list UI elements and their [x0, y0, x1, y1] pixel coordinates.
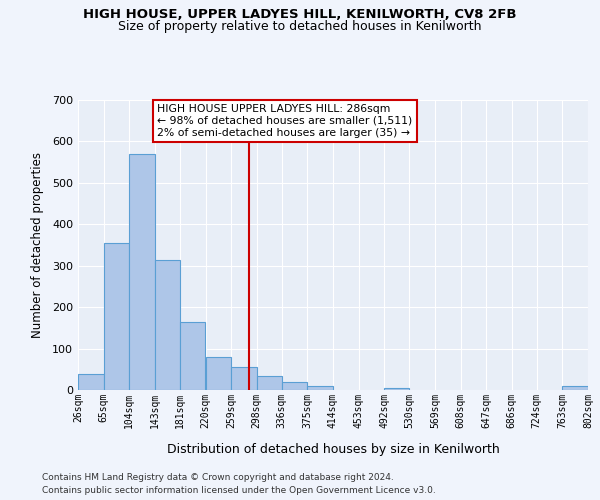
Bar	[155, 260, 180, 390]
Bar	[129, 154, 155, 390]
Bar	[257, 376, 282, 390]
Bar	[231, 367, 257, 390]
Bar	[282, 382, 307, 390]
Text: Contains public sector information licensed under the Open Government Licence v3: Contains public sector information licen…	[42, 486, 436, 495]
Text: Size of property relative to detached houses in Kenilworth: Size of property relative to detached ho…	[118, 20, 482, 33]
Bar	[562, 386, 588, 390]
Text: Distribution of detached houses by size in Kenilworth: Distribution of detached houses by size …	[167, 442, 499, 456]
Bar	[104, 243, 129, 390]
Text: HIGH HOUSE, UPPER LADYES HILL, KENILWORTH, CV8 2FB: HIGH HOUSE, UPPER LADYES HILL, KENILWORT…	[83, 8, 517, 20]
Text: HIGH HOUSE UPPER LADYES HILL: 286sqm
← 98% of detached houses are smaller (1,511: HIGH HOUSE UPPER LADYES HILL: 286sqm ← 9…	[157, 104, 412, 138]
Y-axis label: Number of detached properties: Number of detached properties	[31, 152, 44, 338]
Bar	[384, 388, 409, 390]
Bar	[180, 322, 205, 390]
Bar	[307, 386, 333, 390]
Text: Contains HM Land Registry data © Crown copyright and database right 2024.: Contains HM Land Registry data © Crown c…	[42, 474, 394, 482]
Bar	[78, 374, 104, 390]
Bar	[205, 357, 231, 390]
